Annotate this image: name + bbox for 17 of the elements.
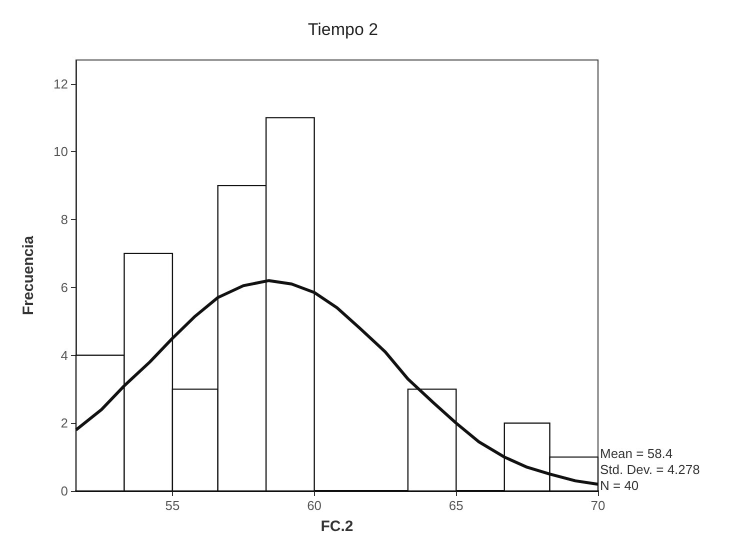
x-tick-label: 65 [448,498,464,513]
text: Std. Dev. = 4.278 [600,462,700,477]
y-tick-label: 4 [60,348,68,363]
y-tick-label: 10 [54,144,68,160]
y-tick-label: 0 [60,484,68,498]
y-tick-label: 2 [60,416,68,431]
y-tick-label: 6 [60,280,68,295]
x-tick-label: 60 [307,498,322,513]
text: Mean = 58.4 [600,446,673,461]
x-tick-label: 55 [165,498,180,513]
x-tick-label: 70 [590,498,606,513]
x-axis-title: FC.2 [320,518,354,535]
y-tick-label: 8 [60,212,68,228]
chart-title: Tiempo 2 [308,20,378,39]
y-tick-label: 12 [54,76,68,92]
text: N = 40 [600,478,639,493]
y-axis-title: Frecuencia [20,235,37,316]
